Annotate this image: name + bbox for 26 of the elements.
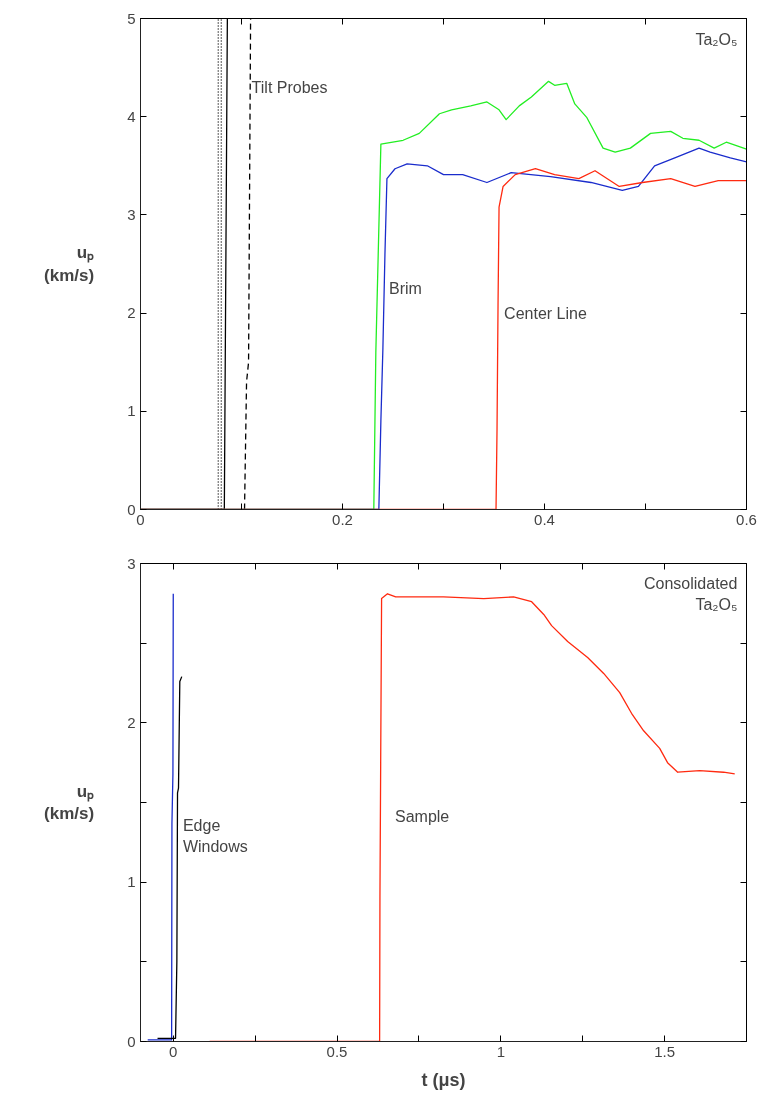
annotation: Tilt Probes [251, 78, 328, 96]
y-axis-title: uₚ (km/s) [44, 243, 95, 285]
y-tick-label: 5 [127, 9, 136, 27]
annotation: Consolidated Ta₂O₅ [644, 575, 738, 613]
x-tick-label: 0.2 [332, 510, 353, 528]
x-tick-label: 0.6 [736, 510, 757, 528]
y-tick-label: 2 [127, 304, 136, 322]
annotation: Brim [388, 280, 422, 298]
y-tick-label: 1 [127, 402, 136, 420]
line-series [147, 593, 174, 1041]
y-axis-title: uₚ (km/s) [44, 781, 95, 824]
x-tick-label: 1.5 [654, 1042, 676, 1060]
annotation: Ta₂O₅ [695, 30, 738, 48]
x-tick-label: 0.4 [534, 510, 555, 528]
y-tick-label: 3 [127, 554, 136, 572]
x-tick-label: 0.5 [326, 1042, 348, 1060]
x-tick-label: 1 [496, 1042, 505, 1060]
y-tick-label: 3 [127, 205, 136, 223]
annotation: Edge Windows [182, 817, 248, 855]
x-axis-title: t (μs) [421, 1069, 466, 1090]
annotation: Sample [395, 808, 450, 826]
y-tick-label: 1 [127, 873, 136, 891]
y-tick-label: 2 [127, 713, 136, 731]
annotation: Center Line [504, 304, 587, 322]
y-tick-label: 4 [127, 107, 136, 125]
x-tick-label: 0 [169, 1042, 178, 1060]
